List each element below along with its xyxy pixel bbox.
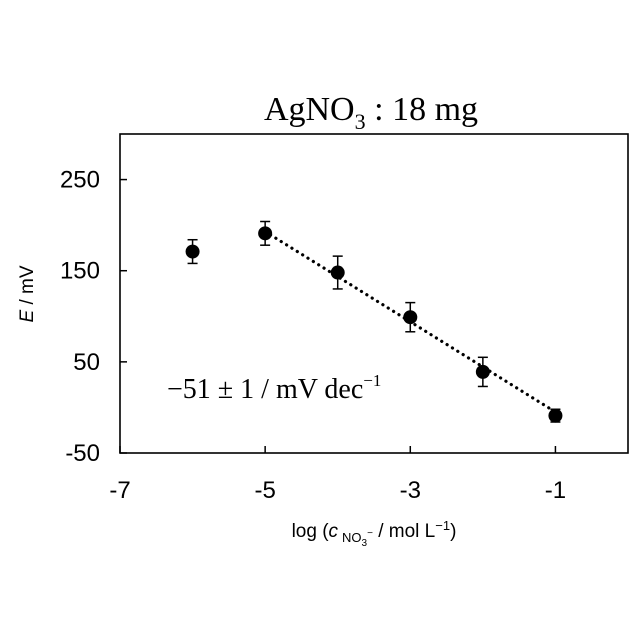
data-point [331, 266, 345, 280]
x-axis-label-prefix: log ( [292, 521, 330, 542]
x-axis-label-suffix: / mol L [373, 521, 435, 542]
y-axis: -50 50 150 250 [60, 167, 127, 467]
x-axis-label: log (cNO3− / mol L−1) [292, 518, 457, 549]
y-tick-label: 50 [73, 349, 100, 376]
x-tick-label: -3 [400, 477, 421, 504]
x-axis: -7 -5 -3 -1 [109, 446, 566, 504]
x-axis-label-sub: NO [342, 530, 362, 545]
y-tick-label: 250 [60, 167, 100, 194]
y-axis-label-var: E [17, 310, 38, 323]
chart-title-subscript: 3 [355, 109, 366, 134]
chart-title-main: AgNO [264, 91, 355, 128]
y-tick-label: -50 [65, 440, 100, 467]
y-tick-label: 150 [60, 258, 100, 285]
data-point [403, 310, 417, 324]
plot-frame [120, 134, 628, 453]
slope-annotation-sup: −1 [363, 371, 381, 390]
chart-title: AgNO3 : 18 mg [264, 91, 478, 134]
data-point [186, 245, 200, 259]
slope-annotation-text: −51 ± 1 / mV dec [167, 374, 363, 405]
slope-annotation: −51 ± 1 / mV dec−1 [167, 371, 381, 405]
x-axis-label-var: c [329, 521, 339, 542]
x-axis-label-sup: −1 [435, 518, 450, 533]
x-axis-label-subsub: 3 [362, 538, 368, 549]
data-point [476, 365, 490, 379]
y-axis-label: E / mV [17, 265, 38, 322]
data-point [258, 226, 272, 240]
data-point [548, 409, 562, 423]
x-tick-label: -5 [254, 477, 275, 504]
x-tick-label: -1 [545, 477, 566, 504]
x-tick-label: -7 [109, 477, 130, 504]
y-axis-label-unit: / mV [17, 265, 38, 310]
chart-title-suffix: : 18 mg [366, 91, 478, 128]
x-axis-label-close: ) [450, 521, 456, 542]
